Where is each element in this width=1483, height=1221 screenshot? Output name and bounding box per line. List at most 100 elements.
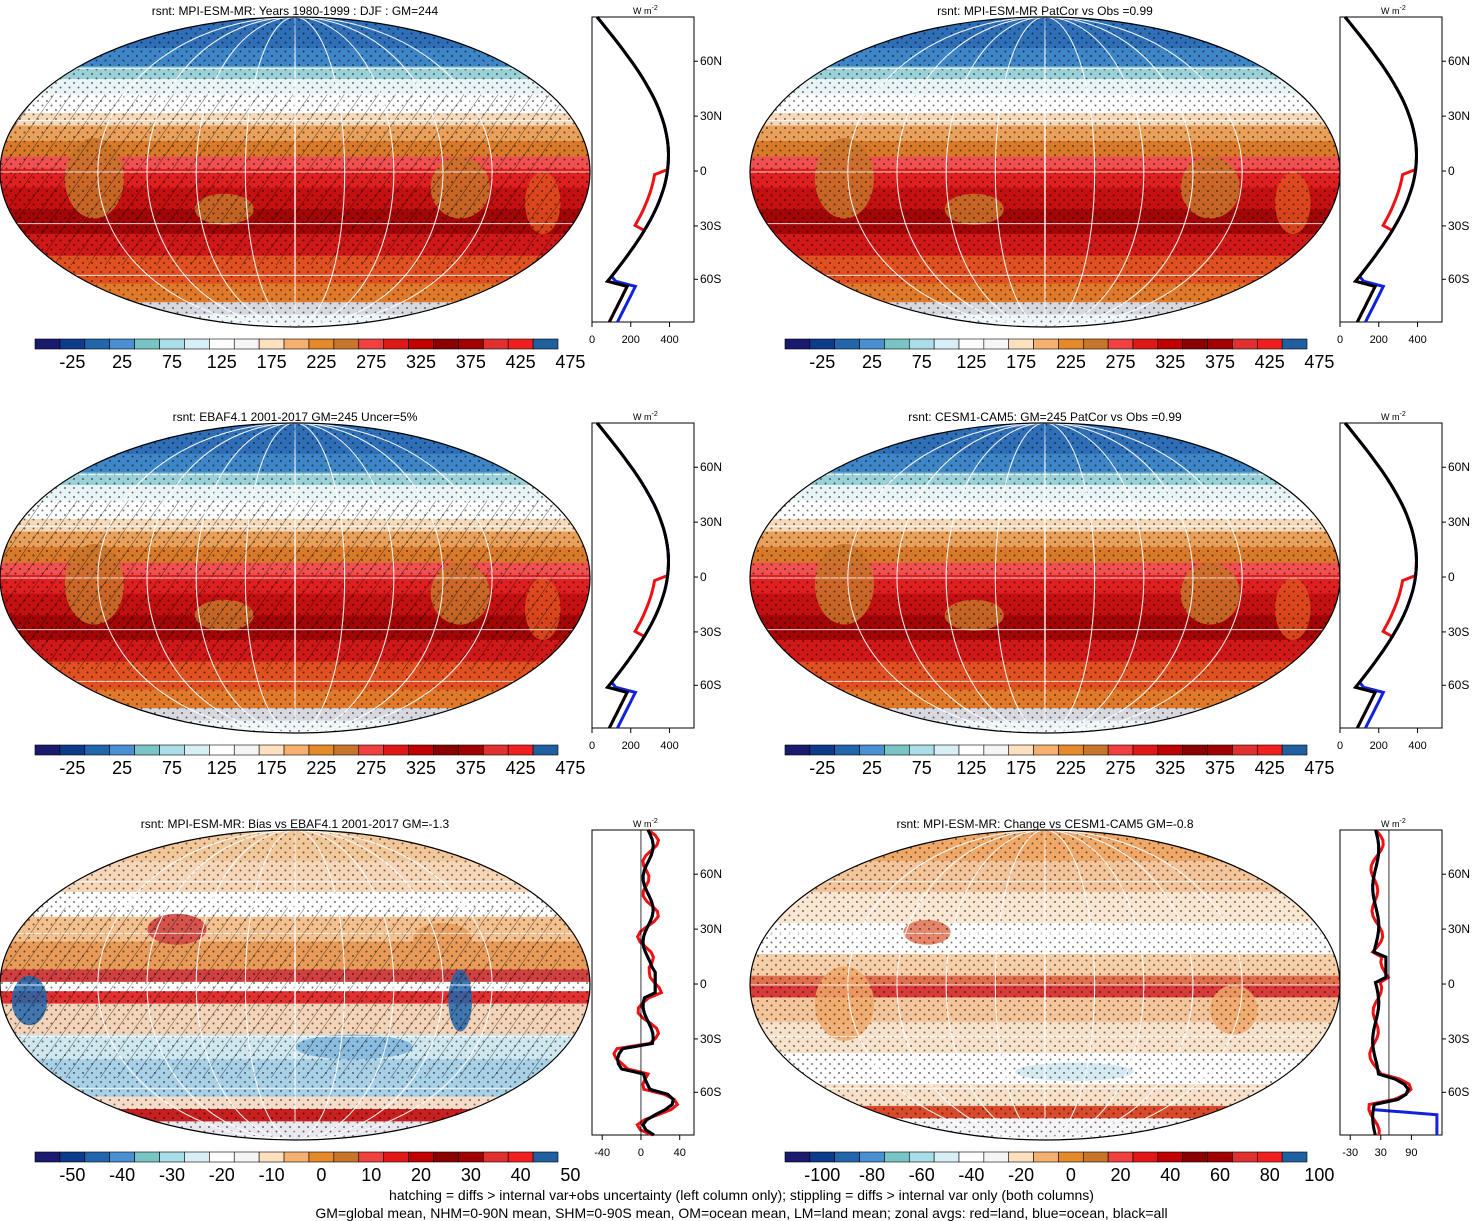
colorbar-1-label: 375	[455, 352, 486, 372]
zonal-lat-label: 0	[700, 570, 707, 585]
zonal-lat-label: 0	[1448, 570, 1455, 585]
zonal-lat-label: 60S	[1448, 272, 1470, 287]
colorbar-3-label: 125	[206, 758, 237, 778]
panel-title-4: rsnt: CESM1-CAM5: GM=245 PatCor vs Obs =…	[908, 410, 1182, 424]
colorbar-3-label: 25	[112, 758, 133, 778]
zonal-lat-label: 60N	[1448, 867, 1471, 882]
colorbar-4-label: 25	[861, 758, 883, 778]
zonal-line-all	[1343, 16, 1419, 323]
colorbar-3-label: 475	[555, 758, 586, 778]
colorbar-4-label: 125	[956, 758, 987, 778]
colorbar-3-label: 175	[256, 758, 287, 778]
colorbar-6-label: -40	[958, 1165, 985, 1185]
zonal-lat-label: 60S	[700, 272, 722, 287]
colorbar-3-label: 75	[161, 758, 182, 778]
colorbar-6	[784, 1151, 1308, 1163]
colorbar-1-label: 275	[356, 352, 387, 372]
colorbar-5-label: -40	[109, 1165, 136, 1185]
colorbar-1-label: 225	[306, 352, 337, 372]
map-panel-5	[0, 829, 591, 1141]
zonal-lat-label: 30S	[700, 1031, 722, 1046]
zonal-x-tick-label: 0	[588, 740, 596, 752]
zonal-lat-label: 30S	[700, 218, 722, 233]
colorbar-4-label: 75	[911, 758, 932, 778]
zonal-plot-3	[591, 422, 698, 733]
zonal-lat-label: 0	[700, 164, 707, 179]
zonal-line-land	[1367, 829, 1413, 1136]
colorbar-4-label: -25	[809, 758, 836, 778]
colorbar-4	[784, 744, 1308, 756]
zonal-lat-label: 60S	[700, 678, 722, 693]
colorbar-5-label: 0	[316, 1165, 327, 1185]
colorbar-2-label: 75	[911, 352, 932, 372]
colorbar-3	[34, 744, 559, 756]
colorbar-5-label: -20	[208, 1165, 235, 1185]
zonal-x-tick-label: 40	[673, 1147, 686, 1159]
zonal-line-all	[1371, 829, 1411, 1136]
colorbar-6-label: 20	[1110, 1165, 1131, 1185]
zonal-x-tick-label: 0	[1336, 740, 1344, 752]
zonal-unit-2: W m-2	[1381, 5, 1406, 16]
colorbar-1-label: 75	[161, 352, 182, 372]
zonal-lat-label: 0	[700, 977, 707, 992]
colorbar-2-label: 125	[956, 352, 987, 372]
colorbar-3-label: 375	[455, 758, 486, 778]
colorbar-2-label: 375	[1204, 352, 1236, 372]
panel-title-3: rsnt: EBAF4.1 2001-2017 GM=245 Uncer=5%	[172, 410, 418, 424]
colorbar-2-label: 225	[1055, 352, 1086, 372]
zonal-lat-label: 30S	[700, 624, 722, 639]
colorbar-3-label: -25	[59, 758, 86, 778]
zonal-plot-1	[591, 16, 698, 327]
colorbar-3-label: 225	[306, 758, 337, 778]
zonal-lat-label: 60N	[1448, 460, 1471, 475]
zonal-lat-label: 60N	[1448, 54, 1471, 69]
colorbar-5-label: 40	[510, 1165, 531, 1185]
colorbar-6-label: -80	[858, 1165, 885, 1185]
footer-line-2: GM=global mean, NHM=0-90N mean, SHM=0-90…	[315, 1205, 1168, 1221]
colorbar-2-label: -25	[809, 352, 836, 372]
zonal-unit-4: W m-2	[1381, 411, 1406, 422]
panel-title-1: rsnt: MPI-ESM-MR: Years 1980-1999 : DJF …	[151, 4, 439, 18]
zonal-unit-6: W m-2	[1381, 818, 1406, 829]
colorbar-6-label: -20	[1008, 1165, 1035, 1185]
zonal-x-tick-label: 200	[1369, 334, 1388, 346]
zonal-x-tick-label: 0	[1336, 334, 1344, 346]
zonal-x-tick-label: 90	[1405, 1147, 1418, 1159]
zonal-lat-label: 60N	[700, 867, 723, 882]
zonal-x-tick-label: 400	[660, 740, 679, 752]
zonal-plot-4	[1339, 422, 1446, 733]
colorbar-2-label: 325	[1155, 352, 1186, 372]
zonal-plot-6	[1339, 829, 1446, 1140]
colorbar-4-label: 375	[1204, 758, 1236, 778]
zonal-lat-label: 30N	[1448, 922, 1471, 937]
map-panel-1	[0, 16, 591, 328]
panel-title-5: rsnt: MPI-ESM-MR: Bias vs EBAF4.1 2001-2…	[140, 817, 450, 831]
zonal-x-tick-label: 400	[660, 334, 679, 346]
colorbar-6-label: 40	[1160, 1165, 1181, 1185]
colorbar-6-label: -100	[804, 1165, 841, 1185]
colorbar-4-label: 475	[1304, 758, 1335, 778]
zonal-lat-label: 60S	[700, 1085, 722, 1100]
zonal-lat-label: 30N	[700, 515, 723, 530]
colorbar-4-label: 225	[1055, 758, 1086, 778]
zonal-unit-5: W m-2	[633, 818, 658, 829]
colorbar-5-label: -10	[258, 1165, 285, 1185]
zonal-lat-label: 30N	[1448, 515, 1471, 530]
zonal-lat-label: 30N	[700, 922, 723, 937]
zonal-x-tick-label: 0	[637, 1147, 645, 1159]
zonal-lat-label: 0	[1448, 164, 1455, 179]
zonal-lat-label: 60N	[700, 54, 723, 69]
zonal-x-tick-label: 30	[1374, 1147, 1387, 1159]
zonal-line-all	[595, 16, 671, 323]
colorbar-6-label: 0	[1065, 1165, 1076, 1185]
panel-title-6: rsnt: MPI-ESM-MR: Change vs CESM1-CAM5 G…	[896, 817, 1194, 831]
map-panel-2	[749, 16, 1341, 328]
panel-title-2: rsnt: MPI-ESM-MR PatCor vs Obs =0.99	[937, 4, 1153, 18]
zonal-unit-1: W m-2	[633, 5, 658, 16]
zonal-x-tick-label: 200	[1369, 740, 1388, 752]
colorbar-4-label: 275	[1105, 758, 1136, 778]
colorbar-6-label: 80	[1259, 1165, 1280, 1185]
zonal-lat-label: 60N	[700, 460, 723, 475]
